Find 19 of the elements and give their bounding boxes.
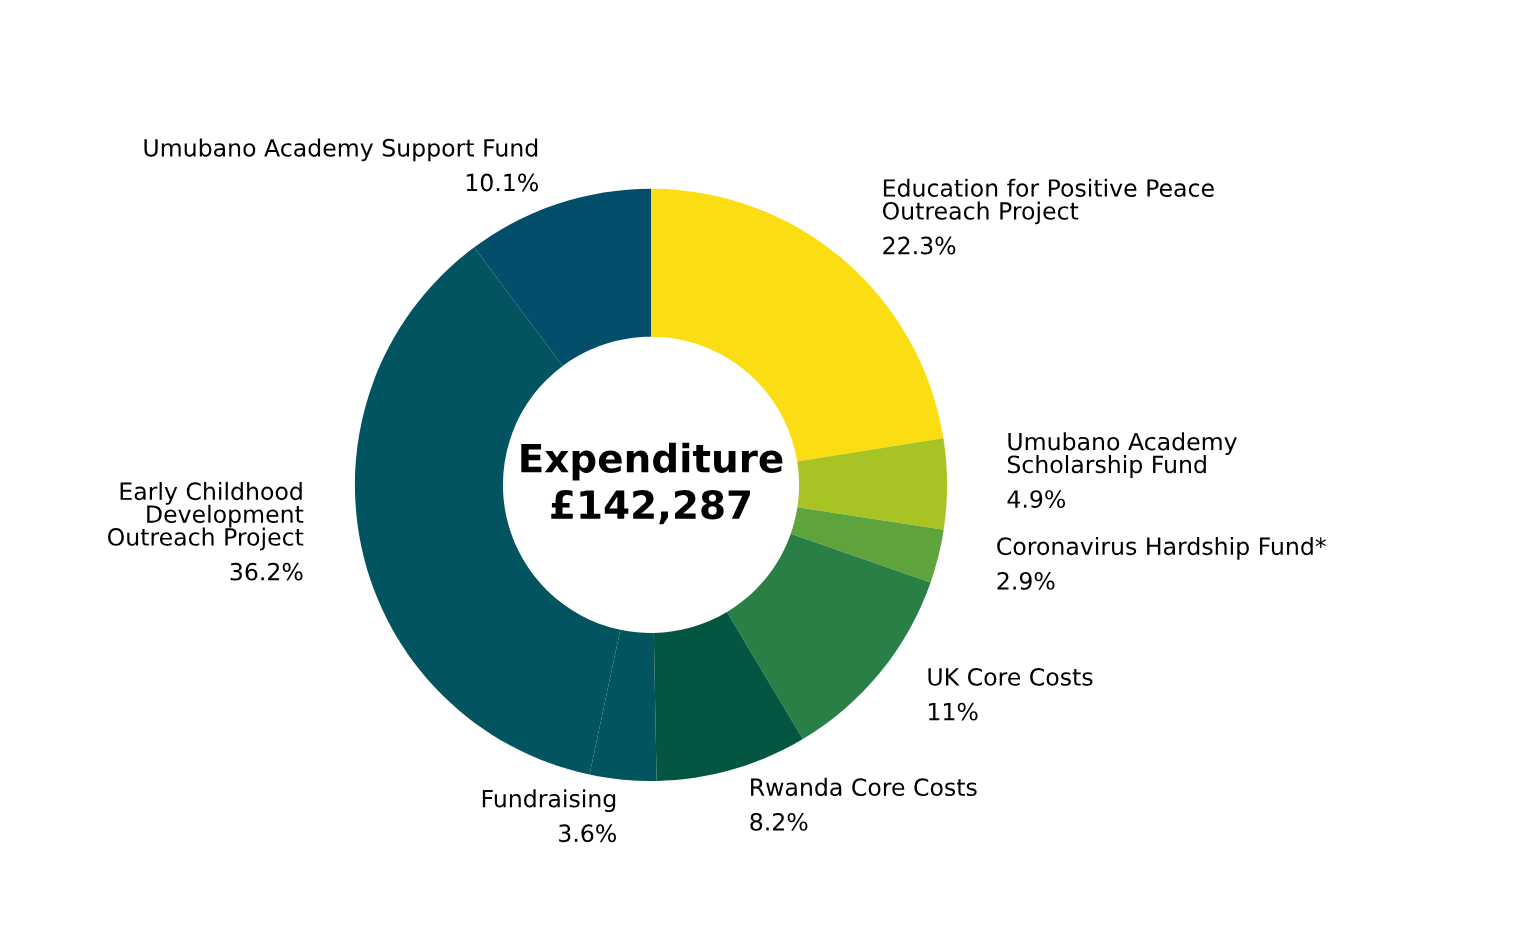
slice-label: UK Core Costs <box>928 667 1093 686</box>
data-label: 10.1% <box>466 173 538 192</box>
data-label: 36.2% <box>230 562 303 581</box>
data-label: 3.6% <box>559 824 616 843</box>
donut-slice <box>790 507 944 583</box>
slice-label: Umubano Academy Support Fund <box>144 138 538 162</box>
slice-label: Rwanda Core Costs <box>751 777 977 797</box>
text: Expenditure £142,287 <box>521 442 783 525</box>
donut-slice <box>797 438 948 530</box>
slice-label: Fundraising <box>482 789 616 813</box>
slice-label: Education for Positive Peace Outreach Project <box>882 178 1214 225</box>
slice-label: Umubano Academy Scholarship Fund <box>1007 432 1237 478</box>
data-label: 8.2% <box>750 812 808 831</box>
data-label: 22.3% <box>883 236 956 255</box>
data-label: 2.9% <box>997 572 1055 590</box>
data-label: 4.9% <box>1007 490 1066 508</box>
data-label: 11% <box>929 702 978 721</box>
slice-label: Early Childhood Development Outreach Project <box>107 481 304 551</box>
slice-label: Coronavirus Hardship Fund* <box>997 536 1326 560</box>
